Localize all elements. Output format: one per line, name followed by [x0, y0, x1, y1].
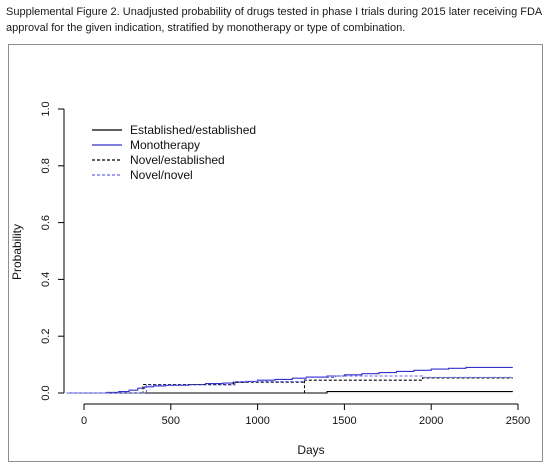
- series-line-1: [66, 391, 513, 394]
- y-tick-label: 0.0: [40, 385, 52, 400]
- y-tick-label: 0.2: [40, 329, 52, 344]
- x-axis-title: Days: [297, 443, 324, 457]
- chart-frame: [8, 44, 543, 462]
- series-line-4: [66, 375, 513, 394]
- figure-caption: Supplemental Figure 2. Unadjusted probab…: [6, 6, 542, 34]
- x-tick-label: 0: [81, 415, 87, 427]
- y-tick-label: 1.0: [40, 101, 52, 116]
- y-tick-label: 0.6: [40, 215, 52, 230]
- x-tick-label: 1000: [245, 415, 269, 427]
- y-tick-label: 0.8: [40, 158, 52, 173]
- x-tick-label: 2000: [419, 415, 443, 427]
- y-tick-label: 0.4: [40, 272, 52, 287]
- x-tick-label: 2500: [506, 415, 530, 427]
- legend-label: Established/established: [130, 123, 256, 137]
- series-line-3: [66, 377, 513, 394]
- series-line-2: [66, 366, 513, 394]
- x-tick-label: 1500: [332, 415, 356, 427]
- legend-label: Novel/novel: [130, 168, 193, 182]
- legend-label: Monotherapy: [130, 138, 200, 152]
- legend-label: Novel/established: [130, 153, 225, 167]
- y-axis-title: Probability: [10, 224, 24, 280]
- x-tick-label: 500: [162, 415, 180, 427]
